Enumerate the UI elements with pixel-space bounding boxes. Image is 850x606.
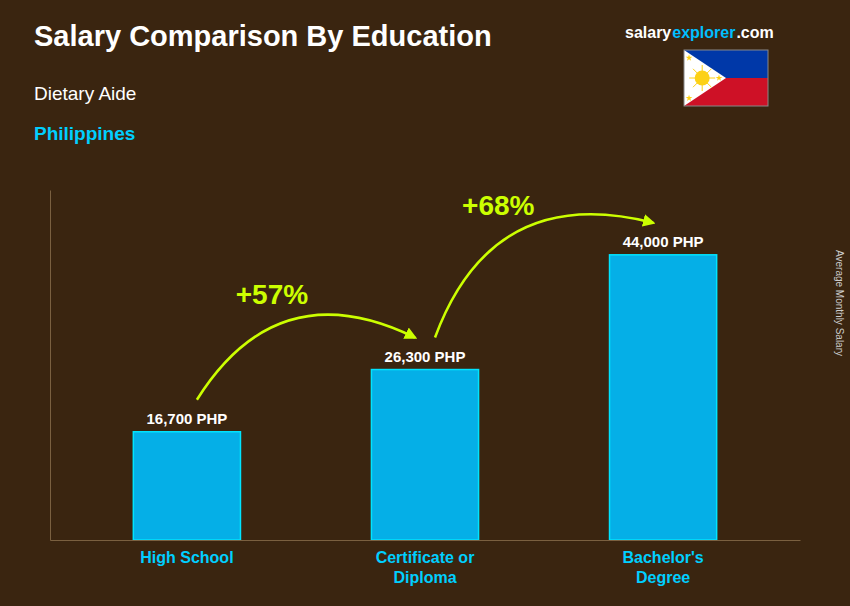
flag-border — [684, 50, 768, 106]
tick-label-line: High School — [140, 549, 233, 566]
axis-line — [50, 191, 51, 541]
data-label: 26,300 PHP — [385, 348, 466, 365]
data-labels: 16,700 PHP 26,300 PHP 44,000 PHP — [146, 233, 703, 427]
bar — [133, 432, 240, 540]
title: Salary Comparison By Education — [34, 20, 492, 52]
tick-label-line: Diploma — [393, 569, 456, 586]
tick-label: Certificate or Diploma — [376, 549, 475, 585]
flag-triangle — [684, 50, 726, 106]
subtitle: Philippines — [34, 123, 135, 144]
arrow — [197, 315, 415, 400]
tick-label-line: Degree — [636, 569, 690, 586]
arrow — [435, 214, 653, 337]
flag-sun — [695, 71, 710, 86]
flag-star — [716, 74, 723, 80]
annotation: +68% — [462, 190, 534, 221]
tick-label: High School — [140, 549, 233, 566]
tick-label-line: Bachelor's — [623, 549, 704, 566]
flag-star — [686, 54, 693, 60]
tick-label: Bachelor's Degree — [623, 549, 704, 585]
tick: Certificate or Diploma — [376, 540, 475, 586]
tick: Bachelor's Degree — [623, 540, 704, 586]
bars — [133, 255, 716, 540]
data-label: 44,000 PHP — [623, 233, 704, 250]
x-axis: High School Certificate or Diploma Bachelor… — [51, 540, 801, 586]
chart: Salary Comparison By Education Dietary Ai… — [0, 0, 850, 606]
subtitle: Dietary Aide — [34, 83, 136, 104]
annotations: +57% +68% — [197, 190, 653, 400]
bar — [371, 370, 478, 540]
data-label: 16,700 PHP — [146, 410, 227, 427]
watermark: explorer — [672, 24, 735, 41]
annotation: +57% — [236, 279, 308, 310]
watermark: .com — [736, 24, 773, 41]
tick-label-line: Certificate or — [376, 549, 475, 566]
axis-label: Average Monthly Salary — [834, 250, 845, 356]
axis-line — [51, 540, 801, 541]
bar — [610, 255, 717, 540]
tick: High School — [140, 540, 233, 566]
plot: High School Certificate or Diploma Bachelor… — [51, 190, 801, 585]
flag-star — [686, 95, 693, 101]
flag — [684, 50, 768, 106]
y-axis — [50, 191, 51, 541]
background — [0, 0, 850, 606]
watermark: salary — [625, 24, 671, 41]
